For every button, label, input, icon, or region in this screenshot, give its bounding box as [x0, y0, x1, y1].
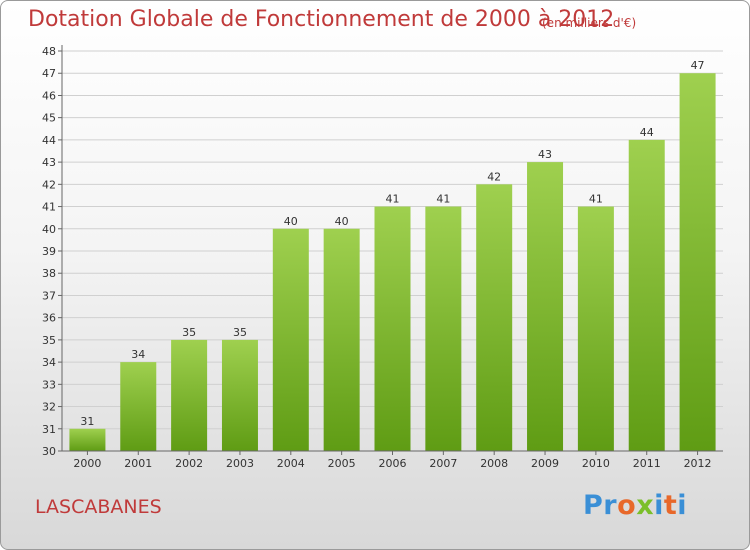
y-tick-label: 32 — [42, 401, 56, 414]
data-label-2002: 35 — [182, 326, 196, 339]
x-tick-label-2010: 2010 — [582, 457, 610, 470]
y-tick-label: 45 — [42, 112, 56, 125]
bar-2002 — [171, 339, 208, 451]
y-tick-label: 30 — [42, 445, 56, 458]
bar-2006 — [374, 206, 411, 451]
y-tick-label: 42 — [42, 178, 56, 191]
y-tick-label: 33 — [42, 378, 56, 391]
y-tick-label: 43 — [42, 156, 56, 169]
y-tick-label: 35 — [42, 334, 56, 347]
logo-letter: t — [663, 490, 678, 521]
bar-2012 — [679, 73, 716, 451]
logo-letter: x — [636, 490, 655, 521]
x-tick-label-2001: 2001 — [124, 457, 152, 470]
bar-2004 — [272, 228, 309, 451]
data-label-2004: 40 — [284, 215, 298, 228]
x-tick-label-2005: 2005 — [328, 457, 356, 470]
logo-letter: P — [583, 490, 604, 521]
bar-2005 — [323, 228, 360, 451]
bar-2010 — [577, 206, 614, 451]
logo-letter: i — [654, 490, 664, 521]
data-label-2012: 47 — [691, 59, 705, 72]
x-tick-label-2003: 2003 — [226, 457, 254, 470]
x-tick-label-2007: 2007 — [429, 457, 457, 470]
data-label-2009: 43 — [538, 148, 552, 161]
x-tick-label-2012: 2012 — [684, 457, 712, 470]
data-label-2000: 31 — [80, 415, 94, 428]
bar-2008 — [476, 184, 513, 452]
data-labels: 31 34 35 35 40 40 41 41 42 43 41 44 47 — [80, 59, 704, 428]
bars — [69, 73, 716, 452]
y-tick-label: 48 — [42, 45, 56, 58]
bar-2007 — [425, 206, 462, 451]
x-tick-label-2009: 2009 — [531, 457, 559, 470]
bar-2003 — [221, 339, 258, 451]
logo-letter: o — [617, 490, 637, 521]
y-tick-label: 40 — [42, 223, 56, 236]
axes: 30 31 32 33 34 35 36 37 38 39 40 41 42 43 44 45 46 47 48 20… — [42, 45, 723, 470]
y-tick-label: 47 — [42, 67, 56, 80]
y-tick-label: 39 — [42, 245, 56, 258]
data-label-2006: 41 — [386, 193, 400, 206]
x-tick-label-2011: 2011 — [633, 457, 661, 470]
y-tick-label: 46 — [42, 89, 56, 102]
data-label-2008: 42 — [487, 170, 501, 183]
bar-2001 — [120, 362, 157, 451]
x-tick-label-2008: 2008 — [480, 457, 508, 470]
bar-2011 — [628, 139, 665, 451]
logo-letter: r — [603, 490, 618, 521]
bar-2009 — [527, 162, 564, 451]
y-tick-label: 44 — [42, 134, 56, 147]
data-label-2010: 41 — [589, 193, 603, 206]
y-tick-label: 36 — [42, 312, 56, 325]
y-tick-label: 37 — [42, 289, 56, 302]
chart-title: Dotation Globale de Fonctionnement de 20… — [28, 7, 615, 32]
data-label-2003: 35 — [233, 326, 247, 339]
x-tick-label-2002: 2002 — [175, 457, 203, 470]
data-label-2005: 40 — [335, 215, 349, 228]
bar-2000 — [69, 428, 106, 451]
y-tick-label: 34 — [42, 356, 56, 369]
chart-subtitle: (en milliers d'€) — [542, 16, 637, 30]
y-tick-label: 31 — [42, 423, 56, 436]
x-tick-label-2004: 2004 — [277, 457, 305, 470]
logo-letter: i — [677, 490, 688, 521]
data-label-2001: 34 — [131, 348, 145, 361]
x-tick-label-2000: 2000 — [73, 457, 101, 470]
x-tick-label-2006: 2006 — [379, 457, 407, 470]
commune-name: LASCABANES — [35, 496, 162, 518]
y-tick-label: 41 — [42, 201, 56, 214]
proxiti-logo: Proxiti — [583, 490, 687, 521]
data-label-2011: 44 — [640, 126, 654, 139]
y-tick-label: 38 — [42, 267, 56, 280]
data-label-2007: 41 — [436, 193, 450, 206]
